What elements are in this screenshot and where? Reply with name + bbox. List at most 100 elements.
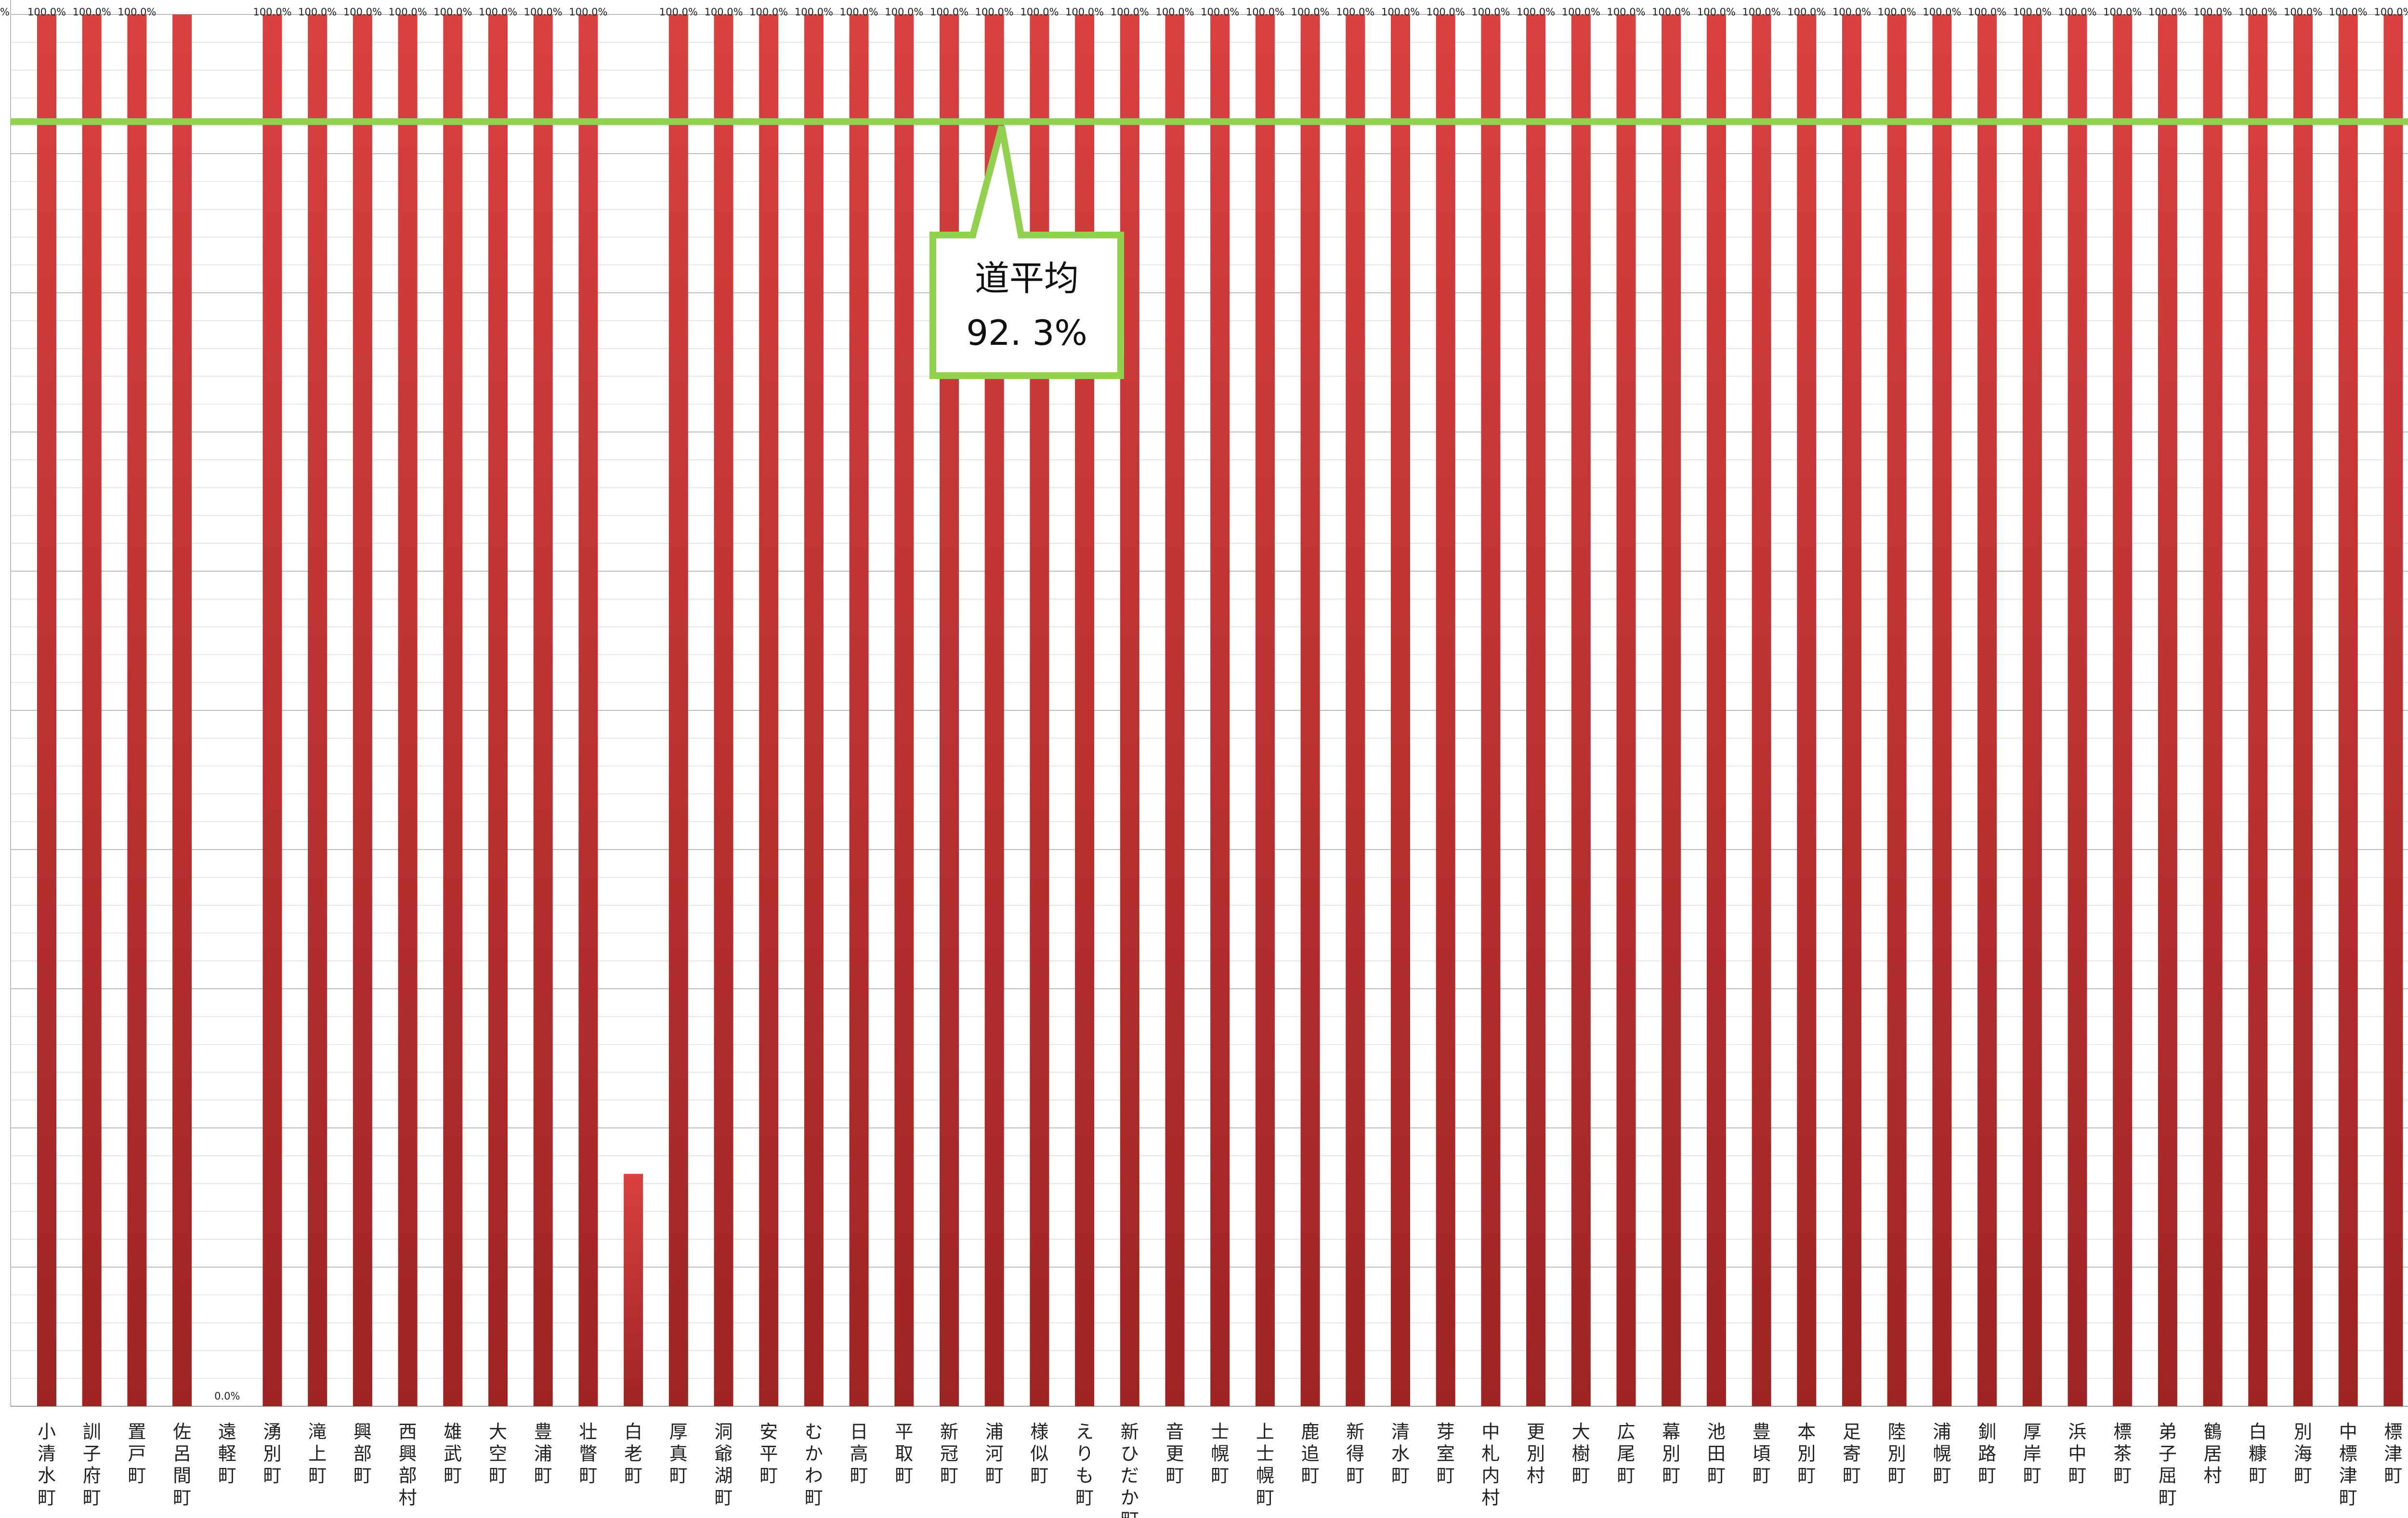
- category-label-char: か: [805, 1443, 823, 1465]
- category-label-char: 町: [895, 1465, 913, 1486]
- category-label-char: 町: [1437, 1465, 1455, 1486]
- category-label-char: 町: [1391, 1465, 1410, 1486]
- value-label: 100.0%: [1471, 6, 1510, 18]
- category-label-char: 町: [2023, 1465, 2042, 1486]
- category-label-char: 武: [444, 1443, 462, 1465]
- category-label-char: 洞: [714, 1421, 733, 1442]
- category-label-char: 茶: [2113, 1443, 2132, 1465]
- category-label-char: 士: [1211, 1421, 1229, 1442]
- category-label: 中札内村: [1481, 1421, 1500, 1508]
- bar: [172, 14, 192, 1406]
- category-label-char: 町: [489, 1465, 507, 1486]
- category-label-char: 芽: [1437, 1421, 1455, 1442]
- category-label-char: 津: [2384, 1443, 2402, 1465]
- value-label: 100.0%: [1020, 6, 1059, 18]
- value-label: 100.0%: [1968, 6, 2006, 18]
- category-label-char: 様: [1030, 1421, 1048, 1442]
- category-label-char: 町: [669, 1465, 688, 1486]
- category-label: 小清水町: [38, 1421, 56, 1508]
- category-label-char: 屈: [2159, 1465, 2177, 1486]
- category-label-char: 別: [1527, 1443, 1545, 1465]
- category-label-char: 部: [353, 1443, 372, 1465]
- category-label-char: 西: [399, 1421, 417, 1442]
- category-label-char: 頃: [1753, 1443, 1771, 1465]
- category-label-char: 鹿: [1301, 1421, 1320, 1442]
- bar: [2158, 14, 2177, 1406]
- category-label: 中標津町: [2339, 1421, 2357, 1508]
- category-label-char: 瞥: [579, 1443, 597, 1465]
- category-label-char: 部: [399, 1465, 417, 1486]
- category-label-char: 新: [1346, 1421, 1364, 1442]
- bar: [353, 14, 372, 1406]
- value-label: 100.0%: [2284, 6, 2322, 18]
- category-label-char: 白: [624, 1421, 642, 1442]
- category-label-char: 幌: [1211, 1443, 1229, 1465]
- category-label-char: 呂: [173, 1443, 191, 1465]
- category-label-char: 札: [1481, 1443, 1500, 1465]
- category-label-char: か: [1121, 1487, 1139, 1508]
- category-label: 白糠町: [2249, 1421, 2267, 1486]
- category-label-char: 滝: [308, 1421, 327, 1442]
- category-label-char: 町: [985, 1465, 1004, 1486]
- bar: [1346, 14, 1365, 1406]
- category-label: 浜中町: [2068, 1421, 2086, 1486]
- category-labels: 小清水町訓子府町置戸町佐呂間町遠軽町湧別町滝上町興部町西興部村雄武町大空町豊浦町…: [38, 1421, 2402, 1518]
- category-label-char: 内: [1481, 1465, 1500, 1486]
- category-label-char: 陸: [1888, 1421, 1906, 1442]
- category-label-char: 町: [83, 1487, 101, 1508]
- average-label-value: 92. 3%: [966, 313, 1087, 353]
- category-label-char: 中: [2068, 1443, 2086, 1465]
- category-label: 音更町: [1165, 1421, 1184, 1486]
- category-label-char: 標: [2339, 1443, 2357, 1465]
- category-label: 湧別町: [263, 1421, 281, 1486]
- category-label-char: だ: [1121, 1465, 1139, 1486]
- bar: [1120, 14, 1139, 1406]
- bar: [533, 14, 553, 1406]
- category-label: 釧路町: [1978, 1421, 1996, 1486]
- value-label: 100.0%: [1562, 6, 1600, 18]
- bar: [1842, 14, 1861, 1406]
- bar: [1391, 14, 1410, 1406]
- category-label-char: 軽: [218, 1443, 236, 1465]
- bar: [1075, 14, 1095, 1406]
- category-label: 広尾町: [1617, 1421, 1635, 1486]
- value-label: 100.0%: [73, 6, 111, 18]
- category-label-char: 村: [1527, 1465, 1545, 1486]
- category-label-char: 室: [1437, 1443, 1455, 1465]
- value-label: 100.0%: [1246, 6, 1284, 18]
- category-label-char: 町: [38, 1487, 56, 1508]
- bar: [1571, 14, 1591, 1406]
- category-label-char: 海: [2294, 1443, 2312, 1465]
- category-label-char: 浦: [985, 1421, 1004, 1442]
- category-label-char: 町: [1662, 1465, 1680, 1486]
- bar: [1481, 14, 1501, 1406]
- category-label-char: 清: [1391, 1421, 1410, 1442]
- category-label-char: 別: [1888, 1443, 1906, 1465]
- bar: [308, 14, 327, 1406]
- value-label: 100.0%: [2329, 6, 2368, 18]
- category-label-char: 町: [850, 1465, 868, 1486]
- value-label: 100.0%: [2058, 6, 2096, 18]
- category-label-char: ひ: [1121, 1443, 1139, 1465]
- bar: [488, 14, 508, 1406]
- category-label-char: 居: [2204, 1443, 2222, 1465]
- category-label-char: 浦: [1933, 1421, 1951, 1442]
- category-label: 安平町: [759, 1421, 778, 1486]
- category-label-char: 村: [2204, 1465, 2222, 1486]
- category-label-char: 佐: [173, 1421, 191, 1442]
- bar: [1616, 14, 1636, 1406]
- category-label: 訓子府町: [83, 1421, 101, 1508]
- category-label-char: 津: [2339, 1465, 2357, 1486]
- category-label-char: 大: [489, 1421, 507, 1442]
- bar: [624, 1174, 643, 1406]
- category-label-char: 幌: [1933, 1443, 1951, 1465]
- value-label: 100.0%: [1923, 6, 1961, 18]
- value-label: 100.0%: [118, 6, 156, 18]
- category-label-char: 水: [1391, 1443, 1410, 1465]
- category-label-char: 町: [1346, 1465, 1364, 1486]
- category-label-char: り: [1075, 1443, 1094, 1465]
- value-label: 100.0%: [1336, 6, 1374, 18]
- bar: [1165, 14, 1185, 1406]
- category-label: 壮瞥町: [579, 1421, 597, 1486]
- category-label-char: 豊: [1753, 1421, 1771, 1442]
